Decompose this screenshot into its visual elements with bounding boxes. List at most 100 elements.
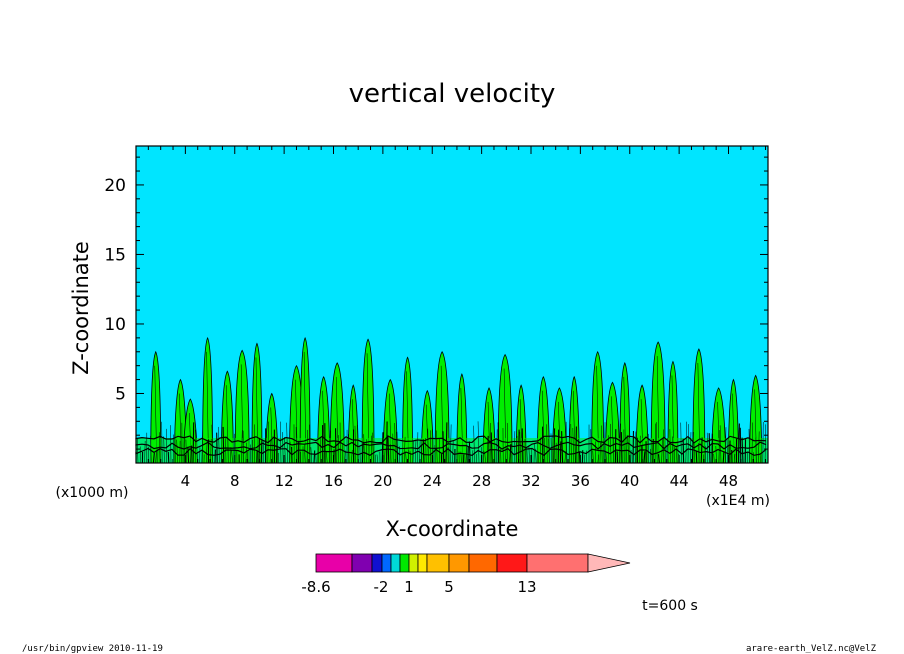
surface-contour-line <box>601 425 603 464</box>
surface-contour-line <box>363 434 365 464</box>
colorbar-tick-label: -8.6 <box>301 578 330 596</box>
surface-contour-line <box>163 436 165 464</box>
surface-contour-line <box>468 441 471 464</box>
surface-contour-line <box>183 438 186 464</box>
surface-contour-line <box>695 451 698 464</box>
x-tick-label: 48 <box>719 472 738 490</box>
surface-contour-line <box>280 421 282 464</box>
surface-contour-line <box>509 444 512 464</box>
x-tick-label: 24 <box>423 472 442 490</box>
x-tick-label: 40 <box>620 472 639 490</box>
surface-contour-line <box>241 429 243 464</box>
x-tick-label: 32 <box>521 472 540 490</box>
footer-left: /usr/bin/gpview 2010-11-19 <box>22 644 163 654</box>
colorbar-segment <box>526 553 589 573</box>
surface-contour-line <box>190 445 193 464</box>
colorbar-segment <box>371 553 383 573</box>
colorbar-tick-label: 5 <box>444 578 454 596</box>
surface-contour-line <box>553 428 556 464</box>
x-tick-label: 12 <box>275 472 294 490</box>
surface-contour-line <box>626 435 628 464</box>
surface-contour-line <box>751 422 753 464</box>
surface-contour-line <box>436 430 438 464</box>
surface-contour-line <box>269 439 272 464</box>
surface-contour-line <box>513 431 516 464</box>
surface-contour-line <box>639 435 641 464</box>
surface-contour-line <box>210 438 212 464</box>
surface-contour-line <box>135 441 767 450</box>
surface-contour-line <box>150 435 152 464</box>
surface-contour-line <box>152 452 155 464</box>
surface-contour-line <box>604 422 606 464</box>
surface-contour-line <box>496 429 498 464</box>
colorbar-segment <box>468 553 498 573</box>
surface-contour-line <box>680 422 682 464</box>
x-unit-right: (x1E4 m) <box>706 493 770 509</box>
colorbar-tick-label: 1 <box>404 578 414 596</box>
surface-contour-line <box>222 426 225 464</box>
colorbar-segment <box>417 553 428 573</box>
chart-title: vertical velocity <box>349 79 556 109</box>
surface-contour-line <box>465 446 467 464</box>
y-tick-label: 10 <box>104 315 126 335</box>
colorbar-labels: -8.6 -2 1 5 13 <box>301 578 536 596</box>
surface-contour-line <box>620 432 623 464</box>
surface-contour-line <box>669 429 671 464</box>
surface-contour-line <box>247 451 249 464</box>
colorbar-segment <box>399 553 410 573</box>
surface-contour-line <box>414 439 417 464</box>
x-tick-label: 16 <box>324 472 343 490</box>
surface-contour-line <box>282 432 284 464</box>
surface-contour-line <box>167 451 170 464</box>
surface-contour-line <box>748 428 750 464</box>
surface-contour-line <box>372 432 374 464</box>
x-tick-label: 36 <box>571 472 590 490</box>
surface-contour-line <box>708 433 711 464</box>
surface-contour-line <box>739 427 742 464</box>
colorbar-segment <box>351 553 373 573</box>
colorbar-segment <box>496 553 528 573</box>
y-axis: 5 10 15 20 <box>104 156 768 450</box>
colorbar-segment <box>448 553 470 573</box>
surface-contour-line <box>161 421 163 464</box>
colorbar-extend-arrow <box>587 553 631 573</box>
surface-contour-line <box>689 432 692 464</box>
colorbar-segment <box>381 553 392 573</box>
colorbar-tick-label: 13 <box>517 578 536 596</box>
x-axis: 4 8 12 16 20 24 28 32 36 40 44 48 <box>147 146 767 490</box>
surface-contour-line <box>490 432 493 464</box>
surface-contour-line <box>231 450 233 464</box>
surface-contour-line <box>326 451 328 464</box>
y-tick-label: 20 <box>104 176 126 196</box>
surface-contour-line <box>310 447 313 464</box>
surface-contour-line <box>187 446 190 464</box>
surface-contour-line <box>348 434 350 464</box>
surface-contour-line <box>384 449 386 464</box>
surface-contour-line <box>497 422 500 464</box>
surface-contour-line <box>733 454 736 464</box>
surface-contour-line <box>201 430 203 464</box>
x-tick-label: 28 <box>472 472 491 490</box>
surface-contour-line <box>685 421 688 464</box>
surface-contour-line <box>148 446 150 464</box>
surface-contour-line <box>329 430 331 464</box>
colorbar-segment <box>426 553 450 573</box>
surface-contour-line <box>376 454 379 464</box>
surface-contour-line <box>394 422 396 464</box>
surface-contour-line <box>381 432 384 464</box>
colorbar-segment <box>408 553 419 573</box>
surface-contour-line <box>693 442 695 464</box>
time-label: t=600 s <box>642 598 698 614</box>
surface-contour-line <box>605 452 607 464</box>
surface-contour-line <box>572 427 574 464</box>
surface-contour-line <box>516 435 518 464</box>
surface-contour-line <box>136 438 139 464</box>
surface-contour-line <box>612 437 615 464</box>
y-axis-label: Z-coordinate <box>69 241 93 375</box>
footer-right: arare-earth_VelZ.nc@VelZ <box>746 644 877 654</box>
surface-contour-line <box>643 451 646 464</box>
surface-contour-line <box>657 454 660 464</box>
surface-contour-line <box>313 450 316 464</box>
